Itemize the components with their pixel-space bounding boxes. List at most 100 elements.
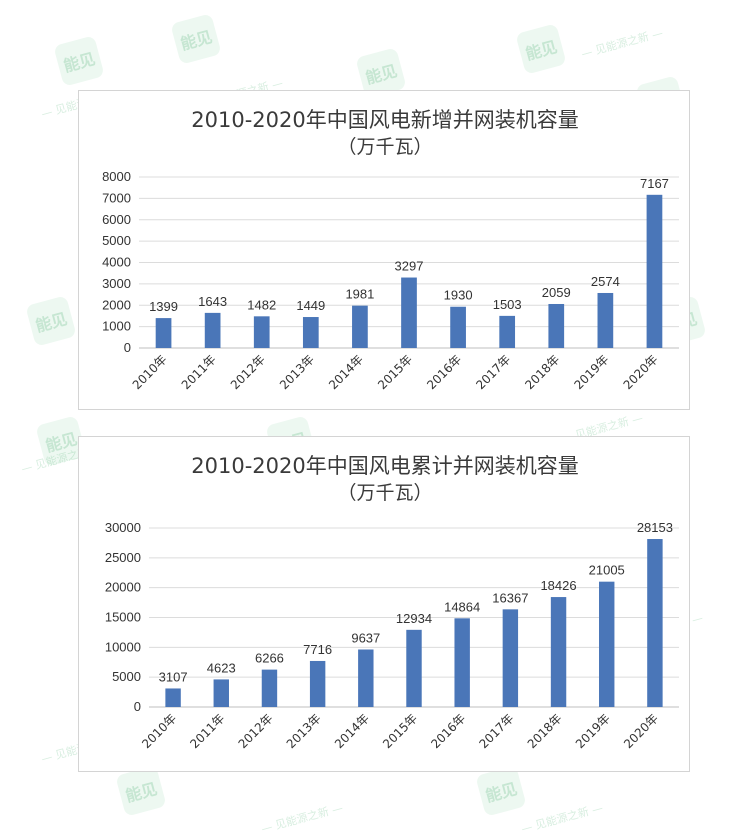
data-labels: 3107 4623 6266 7716 9637 12934 14864 16367 18426…: [159, 520, 673, 684]
cumulative-capacity-chart: 2010-2020年中国风电累计并网装机容量 （万千瓦） 0 5000 10000 1…: [78, 436, 690, 772]
y-tick-label: 7000: [102, 190, 131, 205]
bars: [155, 194, 663, 348]
y-tick-label: 15000: [105, 610, 141, 625]
x-tick-label: 2010年: [130, 352, 170, 392]
bar: [401, 277, 417, 348]
cumulative-capacity-chart-svg: 2010-2020年中国风电累计并网装机容量 （万千瓦） 0 5000 10000 1…: [105, 454, 679, 751]
x-tick-label: 2012年: [236, 711, 276, 751]
watermark-tagline: — 见能源之新 —: [519, 801, 605, 836]
y-tick-label: 20000: [105, 580, 141, 595]
x-tick-label: 2019年: [572, 352, 612, 392]
y-tick-label: 3000: [102, 276, 131, 291]
data-label: 7716: [303, 642, 332, 657]
y-tick-label: 6000: [102, 212, 131, 227]
x-tick-label: 2016年: [428, 711, 468, 751]
bar: [647, 539, 663, 707]
data-label: 28153: [637, 520, 673, 535]
new-capacity-chart-svg: 2010-2020年中国风电新增并网装机容量 （万千瓦） 0 1000 2000 30…: [102, 108, 679, 392]
x-axis-ticks: 2010年 2011年 2012年 2013年 2014年 2015年 2016年 2017年…: [139, 711, 661, 751]
bar: [450, 306, 466, 348]
data-label: 1930: [444, 288, 473, 303]
bar: [309, 660, 326, 707]
bar: [599, 581, 615, 707]
data-label: 3107: [159, 669, 188, 684]
bar: [213, 679, 229, 707]
x-tick-label: 2018年: [525, 711, 565, 751]
x-tick-label: 2019年: [573, 711, 613, 751]
x-tick-label: 2015年: [375, 352, 415, 392]
bar: [358, 649, 374, 707]
gridlines: [139, 176, 679, 349]
new-capacity-chart: 2010-2020年中国风电新增并网装机容量 （万千瓦） 0 1000 2000 30…: [78, 90, 690, 410]
bar: [261, 669, 278, 707]
data-label: 3297: [395, 259, 424, 274]
data-label: 2059: [542, 285, 571, 300]
y-tick-label: 1000: [102, 319, 131, 334]
data-label: 6266: [255, 651, 284, 666]
x-tick-label: 2020年: [621, 711, 661, 751]
bar: [502, 609, 519, 707]
watermark-logo-icon: 能见: [515, 23, 567, 75]
data-label: 4623: [207, 660, 236, 675]
data-label: 1449: [296, 298, 325, 313]
y-axis-ticks: 0 5000 10000 15000 20000 25000 30000: [105, 520, 141, 714]
chart-subtitle: （万千瓦）: [337, 482, 432, 504]
x-tick-label: 2014年: [326, 352, 366, 392]
bar: [406, 629, 422, 707]
data-label: 1503: [493, 297, 522, 312]
watermark-tagline: — 见能源之新 —: [259, 801, 345, 836]
x-tick-label: 2017年: [477, 711, 517, 751]
x-tick-label: 2012年: [228, 352, 268, 392]
x-tick-label: 2011年: [187, 711, 227, 751]
data-label: 12934: [396, 611, 432, 626]
bar: [155, 318, 172, 348]
data-label: 1643: [198, 294, 227, 309]
data-label: 7167: [640, 176, 669, 191]
x-axis-ticks: 2010年 2011年 2012年 2013年 2014年 2015年 2016年 2017年…: [130, 352, 661, 392]
chart-subtitle: （万千瓦）: [337, 136, 432, 158]
bar: [352, 305, 368, 348]
x-tick-label: 2018年: [522, 352, 562, 392]
bar: [550, 597, 567, 707]
data-label: 1482: [247, 297, 276, 312]
data-label: 16367: [492, 590, 528, 605]
y-tick-label: 25000: [105, 550, 141, 565]
bar: [253, 316, 270, 348]
watermark-logo-icon: 能见: [25, 295, 77, 347]
bar: [165, 688, 181, 707]
bar: [302, 317, 319, 348]
data-label: 14864: [444, 599, 480, 614]
bar: [204, 312, 221, 348]
x-tick-label: 2020年: [621, 352, 661, 392]
bar: [597, 292, 614, 348]
y-tick-label: 0: [134, 699, 141, 714]
data-label: 18426: [540, 578, 576, 593]
bar: [548, 303, 565, 348]
bar: [454, 618, 470, 707]
y-axis-ticks: 0 1000 2000 3000 4000 5000 6000 7000 8000: [102, 169, 131, 355]
data-label: 21005: [589, 563, 625, 578]
y-tick-label: 4000: [102, 255, 131, 270]
data-labels: 1399 1643 1482 1449 1981 3297 1930 1503 2059 2574…: [149, 176, 669, 314]
x-tick-label: 2013年: [277, 352, 317, 392]
watermark-tagline: — 见能源之新 —: [579, 26, 665, 61]
chart-title: 2010-2020年中国风电累计并网装机容量: [191, 454, 578, 478]
y-tick-label: 5000: [112, 669, 141, 684]
chart-title: 2010-2020年中国风电新增并网装机容量: [191, 108, 578, 132]
y-tick-label: 0: [124, 340, 131, 355]
data-label: 1399: [149, 299, 178, 314]
watermark-logo-icon: 能见: [170, 13, 222, 65]
data-label: 2574: [591, 274, 620, 289]
x-tick-label: 2013年: [284, 711, 324, 751]
bars: [165, 539, 663, 707]
watermark-logo-icon: 能见: [53, 35, 105, 87]
y-tick-label: 10000: [105, 639, 141, 654]
y-tick-label: 30000: [105, 520, 141, 535]
bar: [499, 315, 516, 348]
data-label: 1981: [345, 287, 374, 302]
bar: [646, 194, 663, 348]
y-tick-label: 2000: [102, 297, 131, 312]
data-label: 9637: [351, 630, 380, 645]
x-tick-label: 2014年: [332, 711, 372, 751]
x-tick-label: 2010年: [139, 711, 179, 751]
